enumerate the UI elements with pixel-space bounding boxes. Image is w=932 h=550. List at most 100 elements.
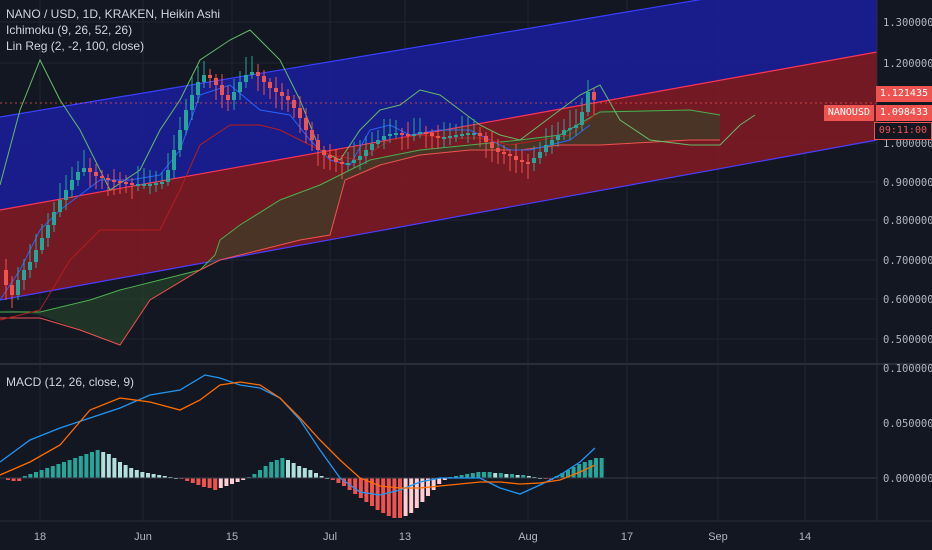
candle-body xyxy=(562,130,566,135)
macd-histogram-bar xyxy=(314,473,318,478)
candle-body xyxy=(514,156,518,160)
candle-body xyxy=(88,168,92,172)
candle-body xyxy=(376,140,380,144)
kijun-sen xyxy=(0,114,596,321)
macd-histogram-bar xyxy=(190,478,195,483)
date-tick-label: Jul xyxy=(323,531,337,543)
candle-body xyxy=(346,163,350,165)
candle-body xyxy=(226,95,230,100)
legend-linreg[interactable]: Lin Reg (2, -2, 100, close) xyxy=(6,39,145,53)
legend-ichimoku[interactable]: Ichimoku (9, 26, 52, 26) xyxy=(6,23,133,37)
macd-histogram-bar xyxy=(381,478,386,513)
macd-histogram-bar xyxy=(577,464,582,478)
candle-body xyxy=(484,136,488,142)
candle-body xyxy=(40,238,44,250)
macd-histogram-bar xyxy=(454,476,458,478)
candle-body xyxy=(172,150,176,170)
symbol-tag: NANOUSD xyxy=(823,105,874,121)
macd-tick-label: 0.100000 xyxy=(883,363,932,375)
legend-macd[interactable]: MACD (12, 26, close, 9) xyxy=(6,375,135,389)
candle-body xyxy=(154,183,158,185)
price-tick-label: 1.300000 xyxy=(883,17,932,29)
macd-histogram-bar xyxy=(252,474,257,478)
macd-histogram-bar xyxy=(134,470,139,478)
candle-body xyxy=(112,180,116,182)
macd-histogram-bar xyxy=(594,458,598,478)
candle-body xyxy=(460,134,464,136)
macd-histogram-bar xyxy=(437,478,442,484)
macd-axis[interactable]: 0.100000 0.050000 0.000000 xyxy=(883,363,932,485)
candle-body xyxy=(478,133,482,136)
candle-body xyxy=(394,133,398,135)
macd-histogram-bar xyxy=(84,454,89,478)
senkou-span-a xyxy=(0,109,721,313)
macd-histogram-bar xyxy=(336,478,341,483)
candle-body xyxy=(472,133,476,135)
legend-title[interactable]: NANO / USD, 1D, KRAKEN, Heikin Ashi xyxy=(6,7,221,21)
macd-histogram-bar xyxy=(28,474,33,478)
price-tick-label: 0.800000 xyxy=(883,215,932,227)
candle-body xyxy=(520,160,524,162)
candle-body xyxy=(208,75,212,78)
candle-body xyxy=(130,183,134,185)
candle-body xyxy=(220,85,224,95)
macd-histogram-bar xyxy=(67,460,72,478)
candle-body xyxy=(556,135,560,140)
regression-bottom-line xyxy=(0,139,877,301)
macd-histogram-bar xyxy=(95,450,100,478)
regression-upper-band xyxy=(0,0,877,210)
price-tick-label: 0.900000 xyxy=(883,177,932,189)
date-tick-label: 14 xyxy=(799,531,811,543)
candle-body xyxy=(16,280,20,295)
macd-tick-label: 0.050000 xyxy=(883,418,932,430)
macd-histogram-bar xyxy=(162,476,167,478)
candle-body xyxy=(412,134,416,136)
signal-line xyxy=(0,381,596,489)
candle-body xyxy=(370,144,374,150)
candle-body xyxy=(190,95,194,110)
candle-body xyxy=(544,145,548,152)
macd-histogram-bar xyxy=(353,478,358,494)
candle-body xyxy=(442,137,446,139)
candle-body xyxy=(70,180,74,190)
candle-body xyxy=(580,112,584,125)
macd-tick-label: 0.000000 xyxy=(883,473,932,485)
chart-legend: NANO / USD, 1D, KRAKEN, Heikin Ashi Ichi… xyxy=(6,6,220,54)
candle-body xyxy=(448,136,452,138)
macd-histogram-bar xyxy=(140,472,145,478)
macd-histogram-bar xyxy=(403,478,408,516)
candle-body xyxy=(184,110,188,130)
candle-body xyxy=(262,76,266,82)
candle-body xyxy=(532,158,536,163)
macd-histogram-bar xyxy=(185,478,190,481)
candle-body xyxy=(118,181,122,183)
candle-body xyxy=(508,154,512,156)
candle-body xyxy=(406,134,410,136)
macd-histogram-bar xyxy=(409,478,414,513)
macd-histogram-bar xyxy=(146,473,150,478)
macd-line xyxy=(0,374,596,496)
candle-body xyxy=(430,133,434,136)
price-tick-label: 0.500000 xyxy=(883,334,932,346)
macd-histogram-bar xyxy=(504,474,509,478)
macd-histogram-bar xyxy=(280,458,285,478)
macd-histogram-bar xyxy=(62,462,66,478)
candle-body xyxy=(136,184,140,186)
date-axis[interactable]: 18 Jun 15 Jul 13 Aug 17 Sep 14 xyxy=(34,531,811,543)
candle-body xyxy=(466,133,470,135)
macd-histogram-bar xyxy=(493,473,498,478)
regression-top-line xyxy=(0,0,702,118)
date-tick-label: 18 xyxy=(34,531,46,543)
candle-body xyxy=(382,136,386,140)
candle-body xyxy=(100,176,104,178)
macd-histogram-bar xyxy=(498,473,503,478)
macd-histogram-bar xyxy=(386,478,391,516)
price-axis[interactable]: 1.300000 1.200000 1.000000 0.900000 0.800000… xyxy=(883,17,932,346)
date-tick-label: Aug xyxy=(518,531,538,543)
candle-body xyxy=(340,162,344,164)
macd-histogram-bar xyxy=(465,474,470,478)
macd-histogram-bar xyxy=(235,478,240,482)
candle-body xyxy=(256,72,260,76)
macd-histogram-bar xyxy=(230,478,234,484)
